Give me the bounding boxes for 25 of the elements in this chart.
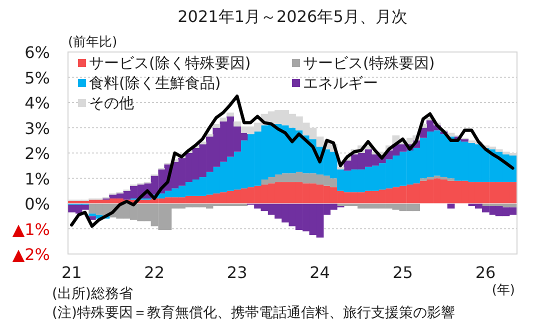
y-tick-label: 0%	[24, 194, 50, 214]
legend-label: その他	[89, 94, 134, 112]
legend-label: サービス(除く特殊要因)	[89, 54, 251, 72]
text: (出所)総務省	[52, 286, 133, 302]
text: (注)特殊要因＝教育無償化、携帯電話通信料、旅行支援策の影響	[52, 304, 455, 321]
x-axis-title: (年)	[492, 283, 515, 298]
y-tick-label: 5%	[24, 68, 50, 88]
x-tick-label: 21	[61, 263, 82, 282]
x-tick-label: 22	[144, 263, 165, 282]
x-tick-label: 24	[310, 263, 330, 282]
legend-label: 食料(除く生鮮食品)	[89, 74, 221, 92]
x-tick-label: 26	[475, 263, 496, 282]
y-tick-label: ▲1%	[12, 220, 50, 239]
legend-label: エネルギー	[303, 74, 378, 92]
y-tick-label: 2%	[24, 144, 50, 163]
y-tick-label: 6%	[24, 43, 50, 62]
y-tick-label: ▲2%	[12, 245, 50, 264]
y-tick-label: 3%	[24, 118, 50, 138]
y-tick-label: 4%	[24, 94, 50, 112]
legend-label: サービス(特殊要因)	[303, 54, 435, 72]
y-tick-label: 1%	[24, 169, 50, 188]
x-tick-label: 23	[226, 263, 248, 282]
x-tick-label: 25	[392, 263, 413, 282]
y-axis-title: (前年比)	[68, 35, 118, 50]
chart-title: 2021年1月～2026年5月、月次	[178, 7, 408, 26]
